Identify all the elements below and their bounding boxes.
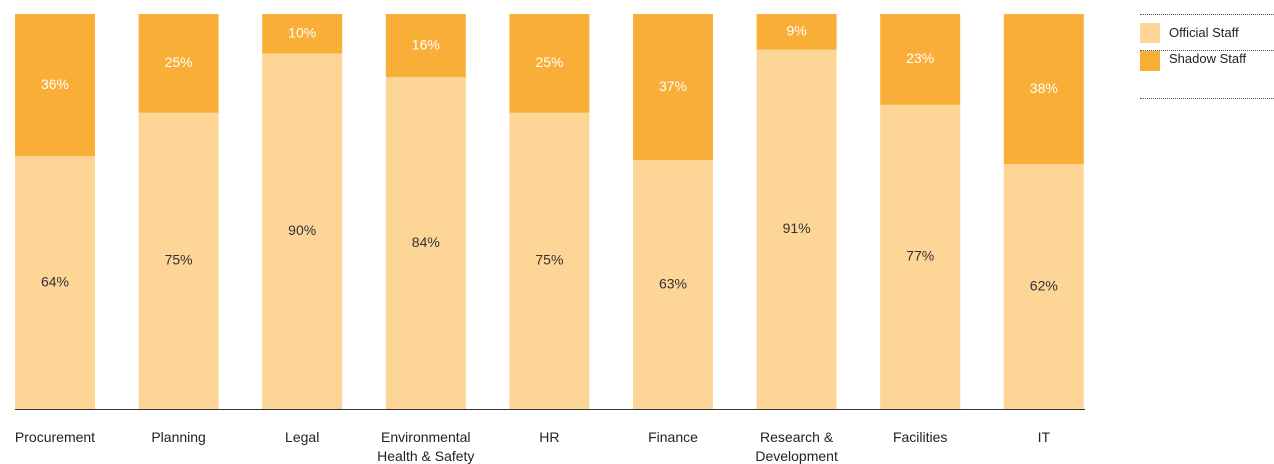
data-label: 25%	[535, 54, 563, 70]
data-label: 63%	[659, 275, 687, 291]
x-tick-label: Planning	[151, 429, 206, 445]
legend-swatch	[1140, 51, 1160, 71]
data-label: 75%	[535, 252, 563, 268]
data-label: 64%	[41, 273, 69, 289]
bar-segment	[509, 112, 590, 409]
x-tick-label: Research & Development	[755, 429, 838, 464]
bar-segment	[138, 14, 219, 113]
bar-segment	[633, 14, 713, 161]
bar-segment	[262, 53, 343, 409]
bar-segment	[509, 14, 590, 113]
legend-label: Official Staff	[1169, 25, 1239, 40]
bar-segment	[633, 160, 713, 409]
x-tick-label: Facilities	[892, 429, 948, 445]
data-label: 75%	[165, 252, 193, 268]
data-label: 10%	[288, 24, 316, 40]
bar-segment	[880, 104, 961, 409]
x-tick-label: Procurement	[14, 429, 96, 445]
data-label: 25%	[165, 54, 193, 70]
data-label: 62%	[1030, 277, 1058, 293]
bar-segment	[756, 49, 837, 410]
data-label: 9%	[786, 22, 806, 38]
bar-segment	[1003, 14, 1084, 165]
data-label: 38%	[1030, 80, 1058, 96]
x-tick-label: HR	[539, 429, 560, 445]
x-tick-label: IT	[1037, 429, 1051, 445]
x-tick-label: Environmental Health & Safety	[377, 429, 475, 464]
legend-item: Official Staff	[1140, 15, 1274, 51]
data-label: 84%	[412, 234, 440, 250]
data-label: 91%	[783, 220, 811, 236]
bar-segment	[262, 14, 343, 54]
x-tick-label: Legal	[285, 429, 320, 445]
data-label: 36%	[41, 76, 69, 92]
legend-label: Shadow Staff	[1169, 51, 1247, 66]
bar-segment	[756, 14, 837, 50]
bar-segment	[385, 14, 466, 78]
bar-segment	[15, 14, 95, 157]
legend-swatch	[1140, 22, 1160, 43]
x-tick-label: Finance	[648, 429, 698, 445]
data-label: 23%	[906, 50, 934, 66]
legend: Official Staff Shadow Staff	[1140, 14, 1274, 99]
bar-segment	[880, 14, 961, 105]
legend-item: Shadow Staff	[1140, 51, 1274, 99]
bar-segment	[385, 77, 466, 409]
bar-segment	[1003, 164, 1084, 409]
data-label: 16%	[412, 36, 440, 52]
data-label: 90%	[288, 222, 316, 238]
bar-segment	[138, 112, 219, 409]
bar-segment	[15, 156, 95, 409]
data-label: 77%	[906, 248, 934, 264]
data-label: 37%	[659, 78, 687, 94]
